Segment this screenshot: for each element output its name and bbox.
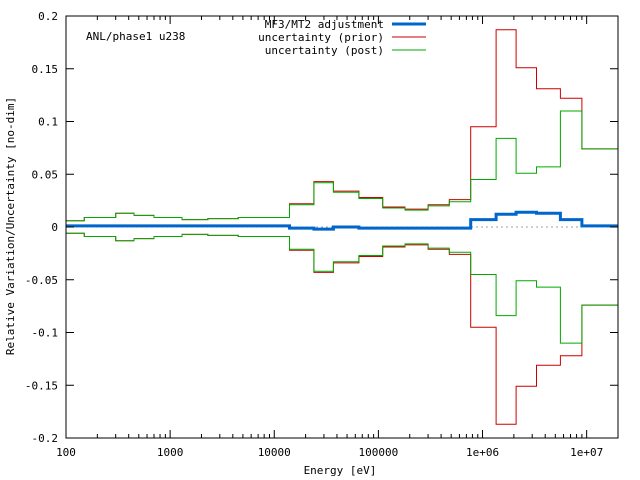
chart-series-layer — [66, 29, 618, 425]
legend-label: MF3/MT2 adjustment — [265, 18, 384, 31]
x-tick-label: 1000 — [157, 446, 184, 459]
y-tick-label: -0.2 — [32, 432, 59, 445]
legend-label: uncertainty (prior) — [258, 31, 384, 44]
x-tick-label: 100 — [56, 446, 76, 459]
y-tick-label: 0.1 — [38, 116, 58, 129]
series-uncertainty-post — [66, 110, 618, 222]
y-tick-label: 0.05 — [32, 168, 59, 181]
chart-axes-ticks: 100 1000 10000 100000 1e+06 1e+07 0.2 0.15 0.1 0.… — [25, 10, 619, 459]
x-tick-label: 1e+06 — [466, 446, 499, 459]
x-tick-label: 100000 — [359, 446, 399, 459]
x-tick-label: 10000 — [258, 446, 291, 459]
y-axis-label: Relative Variation/Uncertainty [no-dim] — [4, 97, 17, 355]
series-uncertainty-post-negative — [66, 232, 618, 344]
y-tick-label: -0.05 — [25, 274, 58, 287]
series-mf3-mt2-adjustment — [66, 210, 618, 231]
legend-label: uncertainty (post) — [265, 44, 384, 57]
y-tick-label: 0 — [51, 221, 58, 234]
x-tick-label: 1e+07 — [570, 446, 603, 459]
y-tick-label: -0.1 — [32, 327, 59, 340]
y-tick-label: -0.15 — [25, 379, 58, 392]
y-tick-label: 0.15 — [32, 63, 59, 76]
y-tick-label: 0.2 — [38, 10, 58, 23]
x-axis-label: Energy [eV] — [304, 464, 377, 477]
chart-annotation: ANL/phase1 u238 — [86, 30, 185, 43]
